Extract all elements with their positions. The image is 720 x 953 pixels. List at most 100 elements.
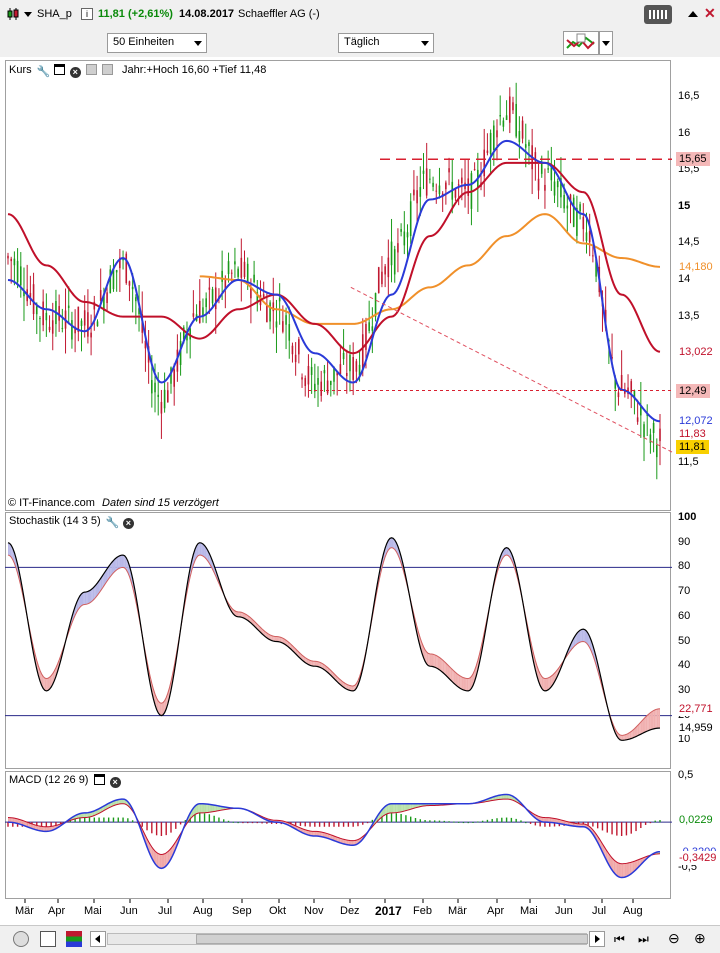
price-candle [68,306,70,308]
price-candle [269,302,271,321]
price-candle [506,115,508,120]
stochastic-fill [652,711,654,730]
price-candle [423,171,425,174]
stochastic-fill [438,656,440,669]
price-candle [129,281,131,285]
price-candle [330,381,332,385]
scroll-left-icon[interactable] [90,931,106,947]
price-candle [90,333,92,338]
macd-fill [211,805,213,812]
price-candle [483,150,485,177]
price-candle [356,361,358,371]
macd-histogram-bar [645,822,646,825]
macd-histogram-bar [415,818,416,822]
price-candle [432,183,434,187]
stochastic-fill [460,676,462,689]
price-candle [474,169,476,170]
stochastic-fill [436,656,438,669]
macd-fill [392,804,394,813]
price-candle [209,288,211,290]
macd-fill [208,804,210,812]
stochastic-fill [646,715,648,731]
price-candle [151,380,153,393]
trend-line [351,287,672,452]
macd-histogram-bar [362,822,363,825]
price-candle [445,183,447,190]
price-candle [20,266,22,285]
stochastic-fill [649,713,651,731]
price-candle [7,256,9,259]
macd-histogram-bar [98,818,99,823]
price-candle [304,378,306,386]
stochastic-fill [275,636,277,641]
macd-histogram-bar [305,822,306,826]
settings-icon[interactable] [13,931,29,947]
macd-histogram-bar [300,822,301,826]
stochastic-fill [91,588,93,602]
arrow-right-icon [595,935,600,943]
price-candle [493,126,495,150]
price-candle [378,267,380,293]
price-candle [298,339,300,354]
scrollbar-track[interactable] [107,933,587,945]
macd-fill [623,864,625,878]
macd-histogram-bar [223,819,224,822]
stochastic-fill [392,538,394,548]
price-candle [84,310,86,325]
price-candle [448,168,450,172]
stochastic-fill [435,655,437,668]
macd-histogram-bar [487,820,488,822]
price-candle [467,178,469,195]
macd-histogram-bar [539,822,540,826]
scroll-right-icon[interactable] [589,931,605,947]
macd-fill [398,804,400,813]
macd-histogram-bar [602,822,603,830]
zoom-out-icon[interactable]: ⊖ [668,931,684,947]
price-candle [193,313,195,317]
price-candle [407,232,409,237]
price-candle [241,258,243,278]
stochastic-fill [45,678,47,691]
price-candle [503,121,505,127]
macd-histogram-bar [266,822,267,824]
zoom-in-icon[interactable]: ⊕ [694,931,710,947]
price-candle [352,357,354,380]
macd-fill [401,804,403,812]
price-candle [17,261,19,282]
price-candle [71,320,73,339]
chart-type-icon[interactable] [66,931,82,947]
macd-histogram-bar [257,822,258,823]
macd-histogram-bar [156,822,157,835]
price-candle [199,301,201,323]
macd-fill [625,863,627,877]
stochastic-fill [463,678,465,691]
price-candle [279,298,281,302]
macd-histogram-bar [108,818,109,823]
price-candle [582,217,584,229]
macd-histogram-bar [640,822,641,828]
layout-icon[interactable] [40,931,56,947]
macd-histogram-bar [372,820,373,822]
stochastic-fill [238,612,240,617]
macd-histogram-bar [142,822,143,827]
price-candle [135,297,137,301]
jump-start-icon[interactable]: ⏮ [614,932,630,948]
macd-histogram-bar [199,813,200,822]
macd-histogram-bar [635,822,636,831]
price-candle [327,381,329,394]
price-candle [173,369,175,386]
macd-histogram-bar [611,822,612,834]
scrollbar-thumb[interactable] [196,934,588,944]
macd-histogram-bar [103,818,104,823]
macd-histogram-bar [650,822,651,823]
price-candle [384,266,386,274]
price-candle [554,181,556,195]
macd-histogram-bar [515,819,516,822]
price-candle [519,131,521,142]
macd-histogram-bar [468,822,469,823]
price-candle [397,243,399,252]
price-candle [573,198,575,227]
price-candle [538,179,540,191]
macd-histogram-bar [94,818,95,823]
jump-end-icon[interactable]: ⏭ [638,932,654,948]
